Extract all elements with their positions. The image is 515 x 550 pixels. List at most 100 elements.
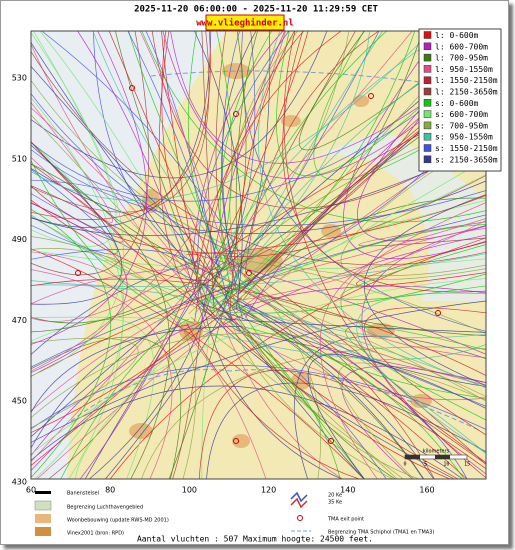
flight-track (201, 280, 224, 479)
flight-track (237, 276, 486, 339)
flight-track (31, 258, 200, 322)
flight-track (225, 31, 370, 288)
flight-track (31, 93, 234, 254)
flight-track (223, 175, 486, 257)
map-legend: Banenstelsel Begrenzing Luchthavengebied… (34, 491, 434, 537)
tma-exit-point (233, 438, 239, 444)
flight-track (244, 291, 435, 479)
flight-track (197, 158, 486, 328)
flight-track (188, 31, 350, 314)
flight-track (319, 228, 486, 479)
legend-swatch (423, 121, 432, 130)
flight-track (31, 51, 486, 266)
legend-box (418, 28, 502, 172)
flight-track (234, 302, 468, 479)
flight-track (31, 59, 486, 202)
flight-track (215, 31, 237, 285)
flight-track (170, 31, 486, 164)
flight-track (75, 324, 203, 479)
flight-track (31, 385, 463, 479)
flight-track (200, 31, 286, 324)
legend-swatch (423, 155, 432, 164)
flight-tracks (31, 31, 486, 479)
scale-bar: kilometers 0 5 10 15 (403, 449, 470, 468)
map-figure: 2025-11-20 06:00:00 - 2025-11-20 11:29:5… (12, 5, 502, 544)
legend-label: l: 2150-3650m (435, 88, 498, 97)
legend-label: s: 1550-2150m (435, 144, 498, 153)
flight-track (31, 286, 244, 412)
legend-text: Begrenzing Luchthavengebied (67, 505, 143, 511)
flight-track (31, 31, 286, 372)
flight-track (219, 31, 273, 299)
flight-track (235, 329, 486, 384)
flight-track (282, 31, 486, 293)
legend-label: l: 700-950m (435, 54, 488, 63)
legend-swatch (423, 65, 432, 73)
flight-track (31, 142, 124, 479)
flight-track (31, 168, 486, 234)
flight-track (141, 346, 486, 479)
tma-exit-point (246, 270, 252, 276)
legend-label: s: 0-600m (435, 99, 479, 108)
legend-label: s: 600-700m (435, 110, 488, 119)
legend-swatch (423, 144, 432, 152)
legend: l: 0-600m l: 600-700m l: 700-950m l: 950-15… (418, 28, 502, 172)
flight-track (31, 337, 139, 429)
legend-text: Vinex2001 (bron: RPD) (67, 531, 124, 537)
flight-track (31, 144, 122, 305)
flight-track (31, 278, 486, 455)
site-badge (205, 14, 285, 31)
flight-track (31, 260, 227, 333)
scale-tick: 10 (443, 462, 449, 468)
tma-exit-point (328, 438, 334, 444)
y-tick-label: 450 (12, 397, 27, 406)
flight-track (31, 316, 189, 321)
flight-track (211, 256, 486, 334)
flight-track (226, 31, 380, 292)
flight-track (197, 31, 233, 324)
screenshot-frame: 2025-11-20 06:00:00 - 2025-11-20 11:29:5… (0, 0, 509, 545)
x-tick-label: 160 (419, 486, 434, 495)
legend-label: s: 2150-3650m (435, 155, 498, 164)
flight-track (216, 31, 309, 256)
flight-track (307, 354, 486, 479)
flight-track (236, 317, 419, 479)
flight-track (222, 31, 243, 320)
flight-track (31, 249, 486, 270)
flight-track (48, 257, 198, 479)
flight-track (358, 221, 486, 247)
flight-track (258, 31, 486, 389)
x-tick-label: 80 (105, 486, 115, 495)
tma-exit-point (129, 85, 135, 91)
flight-track (231, 197, 486, 307)
legend-text: Begrenzing TMA Schiphol (TMA1 en TMA3) (328, 530, 434, 536)
flight-track (77, 31, 206, 329)
flight-track (31, 199, 209, 281)
flight-track (31, 160, 195, 325)
scale-tick: 5 (424, 462, 427, 468)
flight-track (128, 31, 226, 268)
flight-track (31, 284, 486, 388)
flight-track (223, 304, 393, 479)
flight-track (39, 31, 224, 326)
flight-track (364, 307, 486, 436)
flight-track (31, 251, 267, 479)
legend-swatch (423, 53, 432, 62)
flight-track (105, 265, 242, 479)
scale-tick: 0 (403, 462, 406, 468)
flight-track (206, 382, 486, 479)
flight-track (197, 298, 450, 479)
flight-track (186, 323, 360, 479)
flight-track (31, 66, 224, 270)
flight-track (79, 257, 212, 479)
lake (301, 131, 486, 301)
legend-text: Banenstelsel (67, 491, 99, 497)
flight-track (115, 31, 208, 301)
flight-track (225, 220, 486, 303)
y-tick-label: 430 (12, 478, 27, 487)
flight-track (31, 31, 211, 220)
flight-track (340, 136, 486, 280)
legend-label: s: 950-1550m (435, 133, 493, 142)
flight-track (31, 169, 119, 255)
flight-track (31, 97, 125, 479)
